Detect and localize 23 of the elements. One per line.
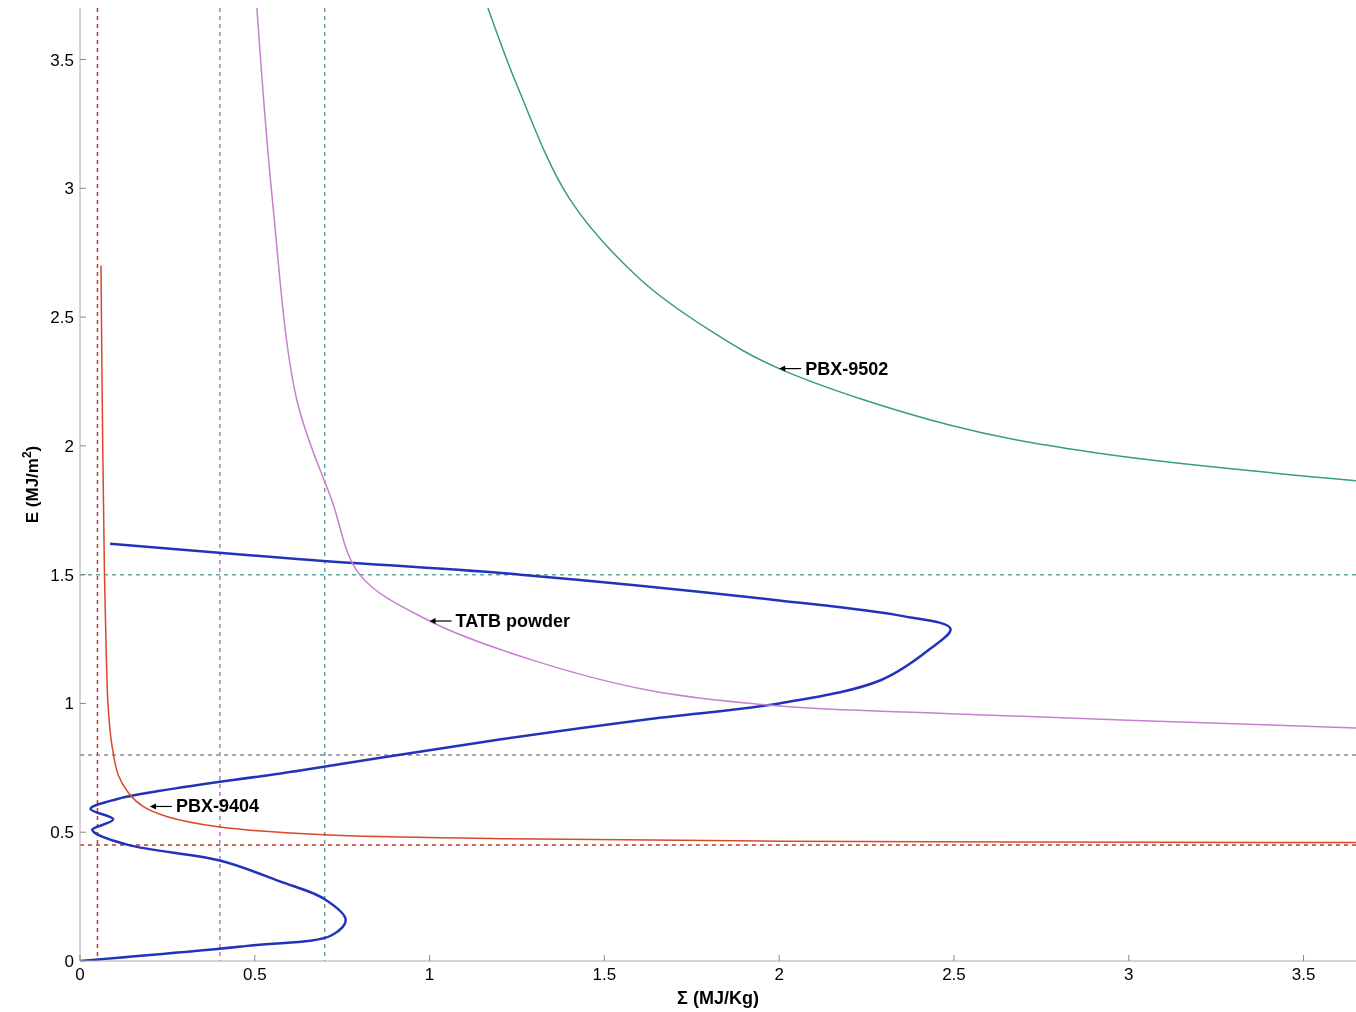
line-series [487, 8, 1356, 482]
y-tick-label: 2.5 [50, 308, 74, 328]
x-tick-label: 3.5 [1291, 965, 1316, 984]
annotation: PBX-9404 [175, 796, 259, 817]
line-series [80, 542, 952, 961]
y-tick-label: 1.5 [50, 565, 74, 585]
line-series [256, 8, 1356, 729]
y-tick-label: 1 [64, 694, 74, 714]
y-tick-label: 3.5 [50, 50, 74, 70]
x-tick-label: 2 [774, 965, 784, 984]
x-tick-label: 1.5 [592, 965, 617, 984]
y-tick-label: 2 [64, 436, 74, 456]
x-axis-title: Σ (MJ/Kg) [677, 988, 759, 1008]
annotation: PBX-9502 [805, 358, 889, 379]
annotation: TATB powder [455, 611, 570, 632]
x-tick-label: 3 [1124, 965, 1134, 984]
y-tick-label: 0 [64, 952, 74, 971]
x-tick-label: 1 [424, 965, 435, 984]
y-tick-label: 3 [64, 179, 74, 199]
line-series [100, 264, 1356, 844]
x-tick-label: 0.5 [242, 965, 267, 984]
x-tick-label: 2.5 [942, 965, 966, 984]
y-tick-label: 0.5 [50, 823, 74, 843]
